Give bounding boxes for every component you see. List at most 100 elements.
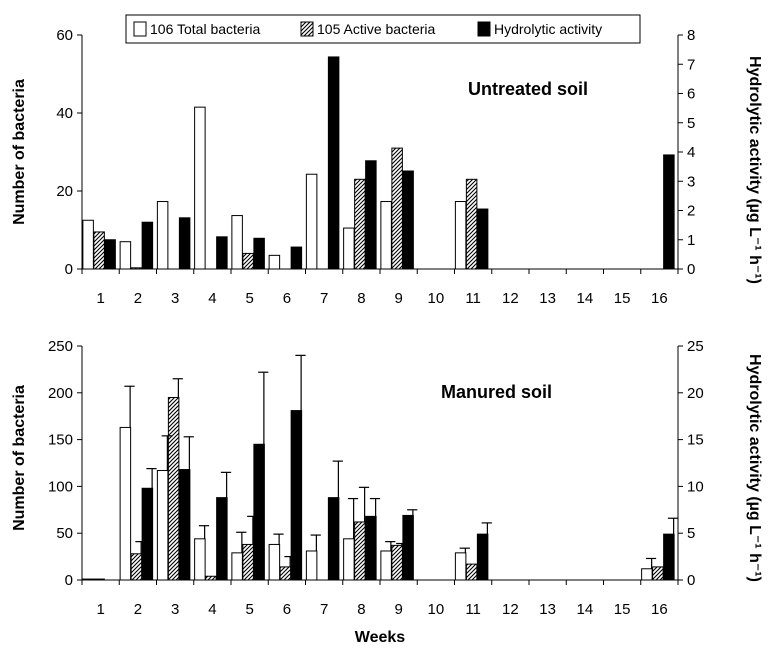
x-tick-label: 7 [320,290,328,307]
bar-hydrolytic-activity [178,217,191,270]
legend: 106 Total bacteria 105 Active bacteria H… [125,14,641,44]
bar-total-bacteria [119,241,132,270]
y2-axis-label: Hydrolytic activity (µg L⁻¹ h⁻¹) [746,354,763,582]
bar-total-bacteria [231,215,243,270]
bar-active-bacteria [130,267,143,270]
bar-active-bacteria [167,396,180,581]
x-tick-label: 13 [539,290,556,307]
bar-hydrolytic-activity [327,56,340,270]
bar-total-bacteria [454,201,467,270]
x-tick-label: 15 [614,290,631,307]
bar-hydrolytic-activity [253,237,265,270]
bar-total-bacteria [454,552,467,581]
y-tick-label: 20 [56,183,73,200]
x-tick-label: 14 [577,290,594,307]
x-tick-label: 4 [208,601,216,618]
bar-total-bacteria [156,201,169,270]
bar-total-bacteria [268,543,281,581]
x-tick-label: 12 [502,290,519,307]
y-axis-label: Number of bacteria [11,385,28,531]
bar-hydrolytic-activity [402,514,414,581]
y-tick-label: 250 [48,338,73,355]
y-tick-label: 150 [48,432,73,449]
x-tick-label: 8 [357,290,365,307]
bar-hydrolytic-activity [663,533,675,581]
bar-hydrolytic-activity [290,410,303,581]
bar-hydrolytic-activity [253,443,265,581]
bar-active-bacteria [93,231,105,270]
y2-tick-label: 6 [687,86,695,103]
bar-total-bacteria [82,219,94,270]
y-tick-label: 0 [65,261,73,278]
bar-total-bacteria [380,550,392,581]
y2-tick-label: 10 [687,478,704,495]
bar-hydrolytic-activity [178,469,191,581]
y-tick-label: 50 [56,525,73,542]
y2-tick-label: 20 [687,385,704,402]
chart-manured-soil: Manured soil Number of bacteria Hydrolyt… [11,338,763,618]
bar-hydrolytic-activity [290,246,303,270]
x-tick-label: 1 [96,601,104,618]
bar-hydrolytic-activity [216,497,228,581]
x-tick-label: 9 [394,290,402,307]
bar-active-bacteria [130,553,143,581]
legend-box [125,14,641,44]
y-axis-label: Number of bacteria [11,79,28,225]
bar-total-bacteria [156,469,169,581]
y-tick-label: 100 [48,478,73,495]
bar-active-bacteria [93,578,105,581]
y2-tick-label: 15 [687,432,704,449]
x-tick-label: 1 [96,290,104,307]
bar-hydrolytic-activity [104,239,116,270]
y-tick-label: 40 [56,105,73,122]
bar-hydrolytic-activity [216,236,228,270]
x-tick-label: 11 [465,601,481,618]
bar-active-bacteria [391,147,403,270]
x-tick-label: 9 [394,601,402,618]
x-tick-label: 16 [651,290,668,307]
bar-total-bacteria [82,578,94,581]
bar-active-bacteria [242,252,254,270]
bar-active-bacteria [391,544,403,581]
x-tick-label: 10 [428,290,445,307]
bar-active-bacteria [465,563,478,581]
bar-active-bacteria [652,566,664,581]
x-axis-label: Weeks [355,629,406,646]
legend-swatch-total [133,21,147,37]
x-tick-label: 3 [171,290,179,307]
bar-total-bacteria [343,227,355,270]
legend-label-active: 105 Active bacteria [317,21,436,37]
y2-axis-label: Hydrolytic activity (µg L⁻¹ h⁻¹) [746,56,763,284]
bar-total-bacteria [305,550,318,581]
bar-total-bacteria [194,538,206,581]
bar-total-bacteria [380,201,392,270]
y2-tick-label: 5 [687,525,695,542]
bar-total-bacteria [194,106,206,270]
legend-swatch-hydrolytic [477,21,491,37]
y-tick-label: 0 [65,572,73,589]
x-tick-label: 7 [320,601,328,618]
x-tick-label: 6 [283,601,291,618]
bar-total-bacteria [231,552,243,581]
legend-swatch-active [300,21,314,37]
bar-active-bacteria [465,178,478,270]
y2-tick-label: 0 [687,572,695,589]
x-tick-label: 16 [651,601,668,618]
bar-hydrolytic-activity [402,170,414,270]
bar-active-bacteria [354,178,366,270]
bar-active-bacteria [242,543,254,581]
y2-tick-label: 1 [687,232,695,249]
panel-title: Manured soil [441,382,552,402]
x-tick-label: 12 [502,601,519,618]
x-tick-label: 15 [614,601,631,618]
x-tick-label: 5 [245,601,253,618]
x-tick-label: 10 [428,601,445,618]
x-tick-label: 14 [577,601,594,618]
bar-total-bacteria [343,538,355,581]
chart-untreated-soil: Untreated soil Number of bacteria Hydrol… [11,27,763,307]
x-tick-label: 8 [357,601,365,618]
bar-hydrolytic-activity [476,533,489,581]
bar-total-bacteria [268,254,281,270]
y2-tick-label: 25 [687,338,704,355]
